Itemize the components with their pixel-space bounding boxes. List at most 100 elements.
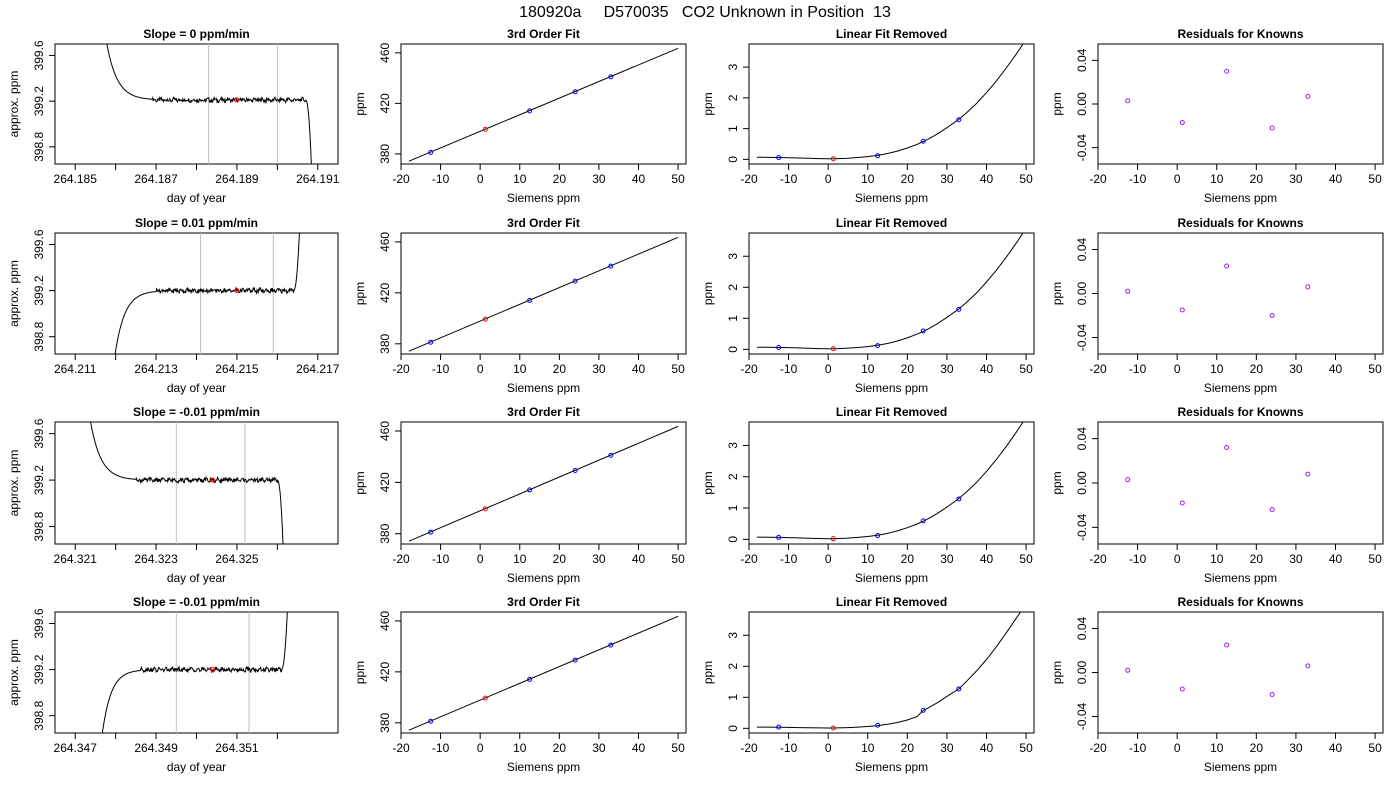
x-tick-label: 264.347 xyxy=(54,741,98,755)
x-tick-label: 0 xyxy=(1174,552,1181,566)
unknown-marker xyxy=(210,667,216,673)
plot-frame xyxy=(54,232,339,355)
panel-3-1: 3rd Order Fit -20 -10 0 10 20 30 40 50 380 420 460 S… xyxy=(353,595,687,774)
y-tick-label: 3 xyxy=(726,253,740,260)
x-tick-label: 0 xyxy=(1174,172,1181,186)
x-tick-label: 10 xyxy=(1210,552,1224,566)
plot-frame xyxy=(1097,43,1384,165)
x-tick-label: -10 xyxy=(780,362,798,376)
x-tick-label: 30 xyxy=(592,552,606,566)
residual-point xyxy=(1269,125,1275,131)
y-tick-label: 2 xyxy=(726,284,740,291)
panel-title: Residuals for Knowns xyxy=(1177,405,1303,419)
x-tick-label: -10 xyxy=(432,172,450,186)
plot-frame xyxy=(748,421,1035,545)
y-tick-label: 1 xyxy=(726,315,740,322)
plot-area xyxy=(756,422,1024,542)
x-tick-label: 30 xyxy=(940,741,954,755)
panel-2-2: Linear Fit Removed -20 -10 0 10 20 30 40 50 0 1 2 3 S… xyxy=(701,405,1035,585)
y-axis-label: approx. ppm xyxy=(7,639,21,706)
x-tick-label: -20 xyxy=(392,362,410,376)
x-tick-label: 40 xyxy=(632,362,646,376)
x-tick-label: 0 xyxy=(477,172,484,186)
x-axis-label: Siemens ppm xyxy=(1204,571,1277,585)
x-tick-label: 20 xyxy=(901,172,915,186)
x-tick-label: 20 xyxy=(553,172,567,186)
x-tick-label: 50 xyxy=(1368,552,1382,566)
concentration-trace xyxy=(106,44,312,164)
y-tick-label: 460 xyxy=(378,611,392,631)
known-point xyxy=(572,278,578,284)
concentration-trace xyxy=(114,233,300,354)
plot-area xyxy=(408,47,679,162)
plot-frame xyxy=(400,232,687,355)
plot-area xyxy=(756,612,1022,731)
x-tick-label: -10 xyxy=(1129,172,1147,186)
known-point xyxy=(527,297,533,303)
x-tick-label: 40 xyxy=(1329,552,1343,566)
panel-title: 3rd Order Fit xyxy=(507,595,580,609)
residual-point xyxy=(1179,500,1185,506)
panel-1-1: 3rd Order Fit -20 -10 0 10 20 30 40 50 380 420 460 S… xyxy=(353,216,687,395)
x-tick-label: 30 xyxy=(940,552,954,566)
known-point xyxy=(608,452,614,458)
x-tick-label: 264.191 xyxy=(296,172,340,186)
y-axis-label: ppm xyxy=(353,282,367,305)
x-tick-label: 30 xyxy=(1289,741,1303,755)
x-tick-label: 40 xyxy=(980,552,994,566)
residual-point xyxy=(1224,642,1230,648)
x-tick-label: 50 xyxy=(1368,741,1382,755)
x-tick-label: 10 xyxy=(861,552,875,566)
y-tick-label: 398.8 xyxy=(32,132,46,162)
y-tick-label: -0.04 xyxy=(1075,324,1089,352)
plot-area xyxy=(106,44,312,164)
y-axis-label: ppm xyxy=(353,92,367,115)
y-tick-label: 0.04 xyxy=(1075,427,1089,451)
panel-1-3: Residuals for Knowns -20 -10 0 10 20 30 40 50 -0.… xyxy=(1050,216,1384,395)
x-tick-label: -10 xyxy=(780,172,798,186)
x-tick-label: -10 xyxy=(432,552,450,566)
y-tick-label: 380 xyxy=(378,144,392,164)
panel-3-2: Linear Fit Removed -20 -10 0 10 20 30 40 50 0 1 2 3 S… xyxy=(701,595,1035,774)
panel-1-2: Linear Fit Removed -20 -10 0 10 20 30 40 50 0 1 2 3 S… xyxy=(701,216,1035,395)
y-tick-label: 1 xyxy=(726,504,740,511)
panel-grid: Slope = 0 ppm/min 264.185 264.187 264.189 26… xyxy=(7,27,1384,774)
x-tick-label: 10 xyxy=(861,741,875,755)
x-tick-label: 50 xyxy=(1368,172,1382,186)
x-axis-label: Siemens ppm xyxy=(855,571,928,585)
plot-area xyxy=(408,425,679,542)
y-tick-label: 420 xyxy=(378,93,392,113)
x-axis-label: Siemens ppm xyxy=(507,760,580,774)
x-tick-label: -20 xyxy=(740,741,758,755)
x-tick-label: -20 xyxy=(1089,552,1107,566)
x-tick-label: 10 xyxy=(513,362,527,376)
residual-point xyxy=(1305,93,1311,99)
x-tick-label: 10 xyxy=(861,362,875,376)
y-axis-label: ppm xyxy=(1050,471,1064,494)
x-tick-label: 10 xyxy=(1210,362,1224,376)
y-tick-label: 3 xyxy=(726,442,740,449)
known-point xyxy=(875,343,881,349)
known-point xyxy=(428,339,434,345)
y-tick-label: 420 xyxy=(378,283,392,303)
x-axis-label: Siemens ppm xyxy=(1204,191,1277,205)
panel-title: Slope = -0.01 ppm/min xyxy=(133,595,260,609)
residual-curve xyxy=(756,44,1024,160)
y-axis-label: ppm xyxy=(701,92,715,115)
plot-frame xyxy=(54,43,339,165)
known-point xyxy=(875,533,881,539)
x-tick-label: 0 xyxy=(825,362,832,376)
x-tick-label: 40 xyxy=(980,172,994,186)
known-point xyxy=(956,117,962,123)
x-tick-label: 20 xyxy=(1250,741,1264,755)
x-tick-label: 30 xyxy=(940,362,954,376)
x-tick-label: 20 xyxy=(1250,552,1264,566)
fit-line xyxy=(408,47,679,162)
x-axis-label: Siemens ppm xyxy=(855,760,928,774)
y-tick-label: 398.8 xyxy=(32,321,46,351)
x-axis-label: day of year xyxy=(167,381,226,395)
fit-line xyxy=(408,236,679,352)
x-tick-label: 10 xyxy=(513,172,527,186)
plot-frame xyxy=(748,232,1035,355)
x-tick-label: -10 xyxy=(1129,741,1147,755)
